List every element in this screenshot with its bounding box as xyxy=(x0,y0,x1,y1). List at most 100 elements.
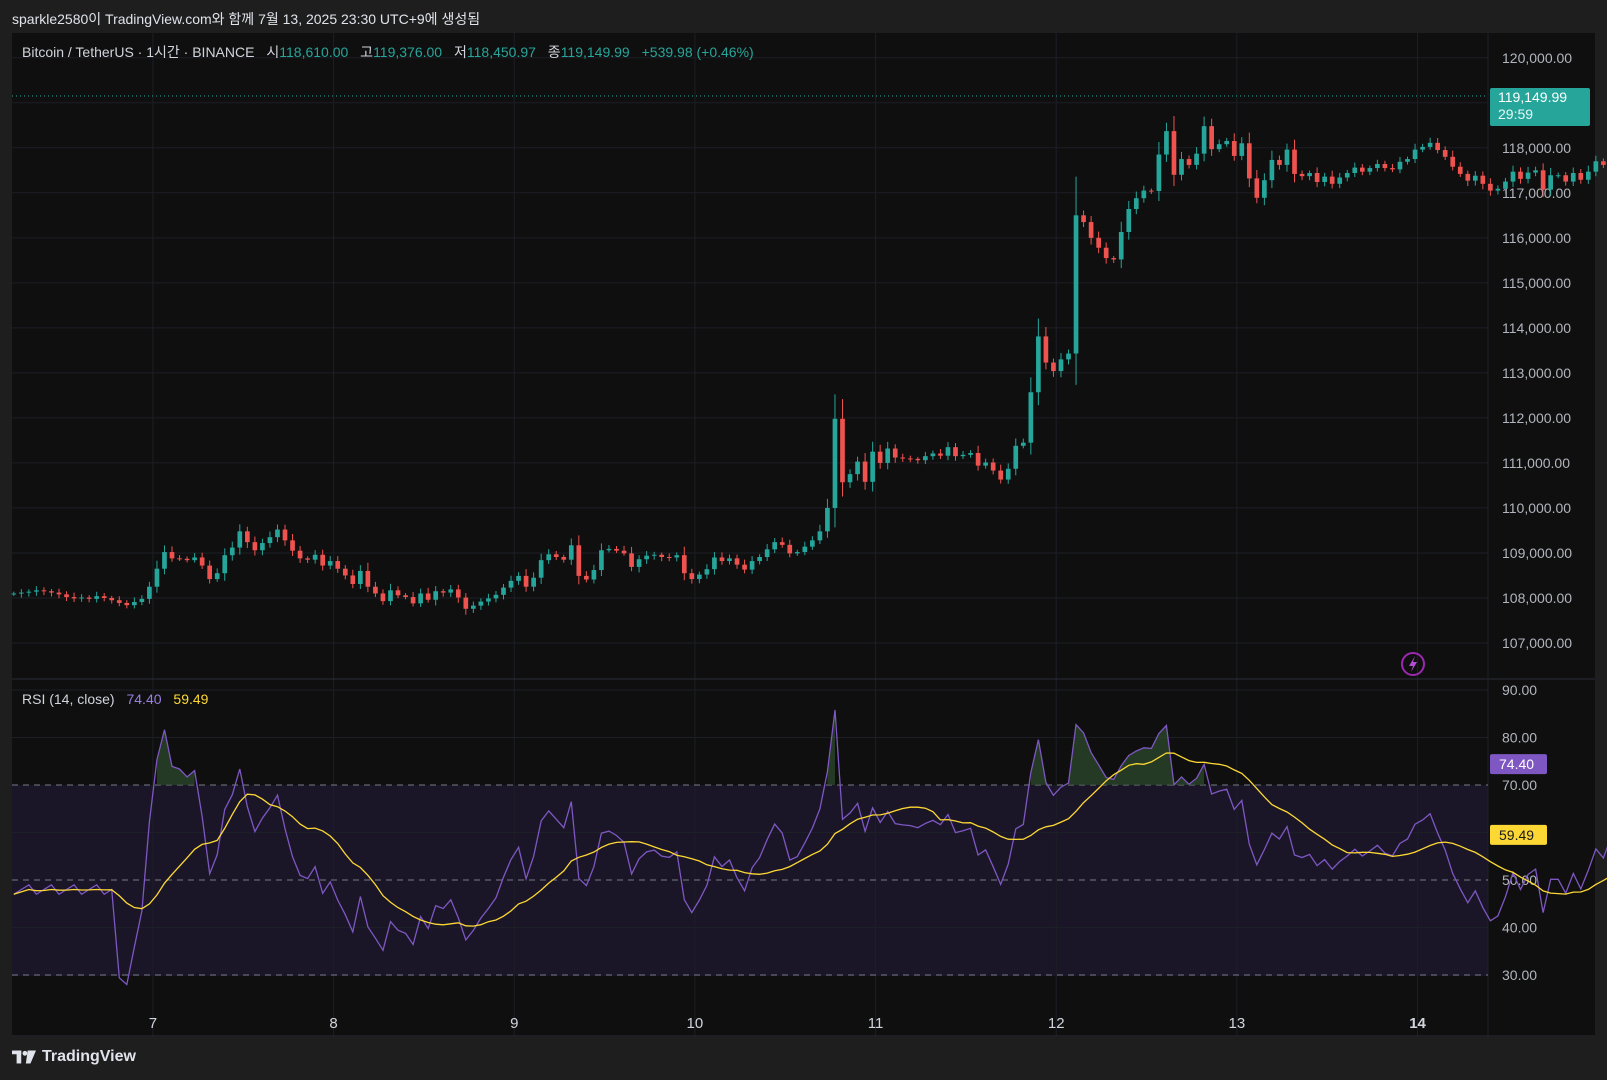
candle[interactable] xyxy=(516,572,521,585)
candle[interactable] xyxy=(1201,116,1207,162)
candle[interactable] xyxy=(870,441,875,492)
candle[interactable] xyxy=(1314,167,1320,188)
candle[interactable] xyxy=(297,546,303,563)
rsi-ma-line[interactable] xyxy=(13,752,1607,927)
candle[interactable] xyxy=(267,531,273,548)
candle[interactable] xyxy=(1013,438,1019,476)
candle[interactable] xyxy=(207,560,213,584)
candle[interactable] xyxy=(101,593,107,602)
candle[interactable] xyxy=(116,596,122,607)
candle[interactable] xyxy=(1246,132,1252,188)
candle[interactable] xyxy=(1359,163,1365,176)
candle[interactable] xyxy=(1149,188,1154,194)
candle[interactable] xyxy=(1450,150,1456,171)
candle[interactable] xyxy=(1525,166,1531,184)
candle[interactable] xyxy=(832,394,838,528)
candle[interactable] xyxy=(471,601,476,613)
candle[interactable] xyxy=(305,556,310,563)
candle[interactable] xyxy=(1518,167,1523,184)
candle[interactable] xyxy=(1307,170,1312,181)
candle[interactable] xyxy=(621,545,627,556)
candle[interactable] xyxy=(1118,221,1124,269)
candle[interactable] xyxy=(410,592,416,607)
candle[interactable] xyxy=(704,564,710,579)
candle[interactable] xyxy=(71,592,77,603)
candle[interactable] xyxy=(983,458,988,469)
candle[interactable] xyxy=(1548,167,1553,196)
candle[interactable] xyxy=(395,586,401,599)
symbol-title[interactable]: Bitcoin / TetherUS · 1시간 · BINANCE xyxy=(22,44,254,60)
candle[interactable] xyxy=(1322,172,1327,187)
candle[interactable] xyxy=(433,586,439,606)
candle[interactable] xyxy=(779,537,785,548)
candle[interactable] xyxy=(493,591,499,603)
candle[interactable] xyxy=(1141,185,1147,203)
candle[interactable] xyxy=(1028,377,1034,455)
candle[interactable] xyxy=(1337,172,1343,189)
candle[interactable] xyxy=(1397,157,1403,174)
candle[interactable] xyxy=(930,450,936,460)
lightning-icon[interactable] xyxy=(1401,652,1425,676)
candle[interactable] xyxy=(373,581,378,598)
candle[interactable] xyxy=(162,545,167,575)
candle[interactable] xyxy=(840,399,845,497)
candle[interactable] xyxy=(1344,169,1350,182)
candle[interactable] xyxy=(907,455,913,463)
candle[interactable] xyxy=(229,541,235,561)
candle[interactable] xyxy=(1495,185,1501,195)
candle[interactable] xyxy=(1186,155,1192,169)
candle[interactable] xyxy=(501,584,506,600)
candle[interactable] xyxy=(810,536,815,550)
candle[interactable] xyxy=(425,587,431,603)
candle[interactable] xyxy=(1051,358,1056,377)
candle[interactable] xyxy=(358,565,363,590)
candle[interactable] xyxy=(1073,176,1079,385)
candle[interactable] xyxy=(1382,160,1388,172)
candle[interactable] xyxy=(222,548,228,581)
candle[interactable] xyxy=(192,553,197,563)
candle[interactable] xyxy=(380,589,386,605)
candle[interactable] xyxy=(34,586,39,596)
candle[interactable] xyxy=(41,587,47,596)
candle[interactable] xyxy=(794,549,800,556)
candle[interactable] xyxy=(998,464,1004,484)
candle[interactable] xyxy=(576,535,582,585)
candle[interactable] xyxy=(900,453,906,462)
candle[interactable] xyxy=(1435,137,1440,154)
candle[interactable] xyxy=(1472,171,1478,186)
candle[interactable] xyxy=(1457,162,1463,177)
candle[interactable] xyxy=(757,554,762,565)
candle[interactable] xyxy=(1209,118,1214,156)
candle[interactable] xyxy=(26,589,32,597)
candle[interactable] xyxy=(712,552,717,575)
candle[interactable] xyxy=(1292,139,1297,183)
candle[interactable] xyxy=(636,555,642,573)
candle[interactable] xyxy=(749,556,755,574)
candle[interactable] xyxy=(681,546,687,581)
candle[interactable] xyxy=(523,569,529,592)
candle[interactable] xyxy=(938,449,943,460)
candle[interactable] xyxy=(1563,172,1569,186)
candle[interactable] xyxy=(1231,133,1237,161)
candle[interactable] xyxy=(1420,143,1425,153)
candle[interactable] xyxy=(561,554,567,563)
candle[interactable] xyxy=(455,584,461,603)
candle[interactable] xyxy=(1164,122,1169,162)
candle[interactable] xyxy=(862,453,868,490)
candle[interactable] xyxy=(290,533,295,556)
candle[interactable] xyxy=(975,445,981,471)
candle[interactable] xyxy=(855,456,860,481)
candle[interactable] xyxy=(1427,137,1433,150)
candle[interactable] xyxy=(802,541,808,556)
candle[interactable] xyxy=(764,544,770,562)
candle[interactable] xyxy=(86,595,92,603)
candle[interactable] xyxy=(1081,210,1086,228)
candle[interactable] xyxy=(177,555,182,561)
candle[interactable] xyxy=(1020,438,1026,449)
candle[interactable] xyxy=(825,498,830,538)
candle[interactable] xyxy=(614,545,619,553)
candle[interactable] xyxy=(1555,172,1561,179)
candle[interactable] xyxy=(968,450,973,458)
candle[interactable] xyxy=(320,549,326,571)
candle[interactable] xyxy=(1133,191,1139,215)
